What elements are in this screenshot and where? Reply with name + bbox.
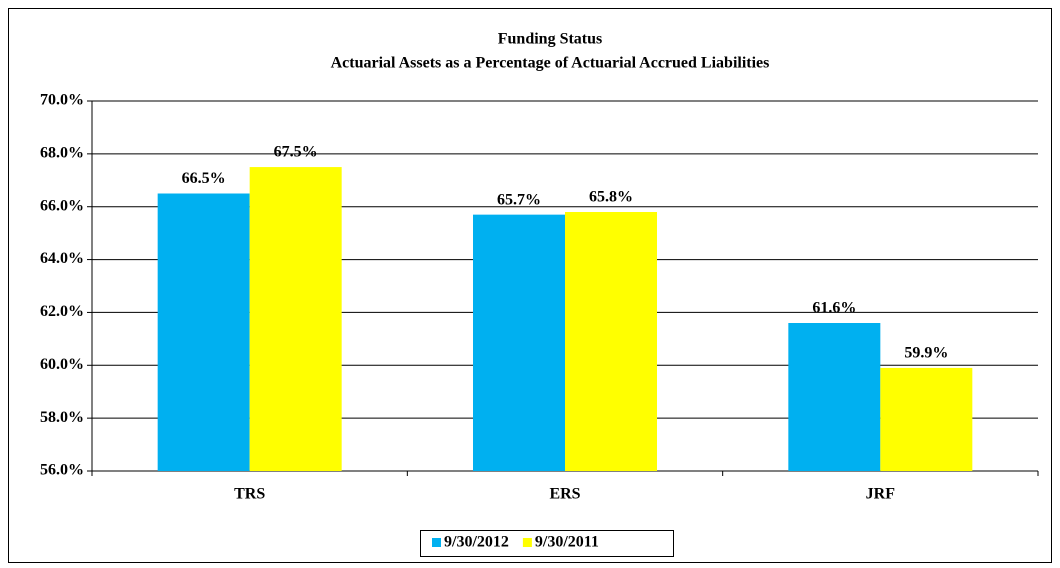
y-tick-label: 60.0% xyxy=(40,356,84,373)
value-label: 59.9% xyxy=(904,345,948,362)
y-tick-label: 64.0% xyxy=(40,250,84,267)
bar xyxy=(788,323,881,471)
bar xyxy=(565,212,657,471)
chart-subtitle: Actuarial Assets as a Percentage of Actu… xyxy=(331,55,770,72)
legend-box xyxy=(420,530,674,557)
value-label: 67.5% xyxy=(274,144,318,161)
y-tick-label: 58.0% xyxy=(40,409,84,426)
legend-label: 9/30/2012 xyxy=(444,534,509,551)
bar xyxy=(473,214,565,471)
value-label: 66.5% xyxy=(182,170,226,187)
x-tick-label: TRS xyxy=(234,486,265,503)
y-tick-label: 56.0% xyxy=(40,462,84,479)
legend-swatch xyxy=(522,538,532,547)
y-tick-label: 68.0% xyxy=(40,145,84,162)
y-tick-label: 70.0% xyxy=(40,92,84,109)
bar xyxy=(880,367,973,471)
value-label: 61.6% xyxy=(812,300,856,317)
value-label: 65.8% xyxy=(589,189,633,206)
legend-label: 9/30/2011 xyxy=(535,534,599,551)
x-tick-label: JRF xyxy=(866,486,896,503)
bar xyxy=(157,193,250,471)
chart-title: Funding Status xyxy=(498,31,603,48)
y-tick-label: 62.0% xyxy=(40,303,84,320)
bar xyxy=(249,167,342,472)
y-tick-label: 66.0% xyxy=(40,197,84,214)
legend-swatch xyxy=(432,538,441,547)
value-label: 65.7% xyxy=(497,191,541,208)
x-tick-label: ERS xyxy=(549,486,580,503)
